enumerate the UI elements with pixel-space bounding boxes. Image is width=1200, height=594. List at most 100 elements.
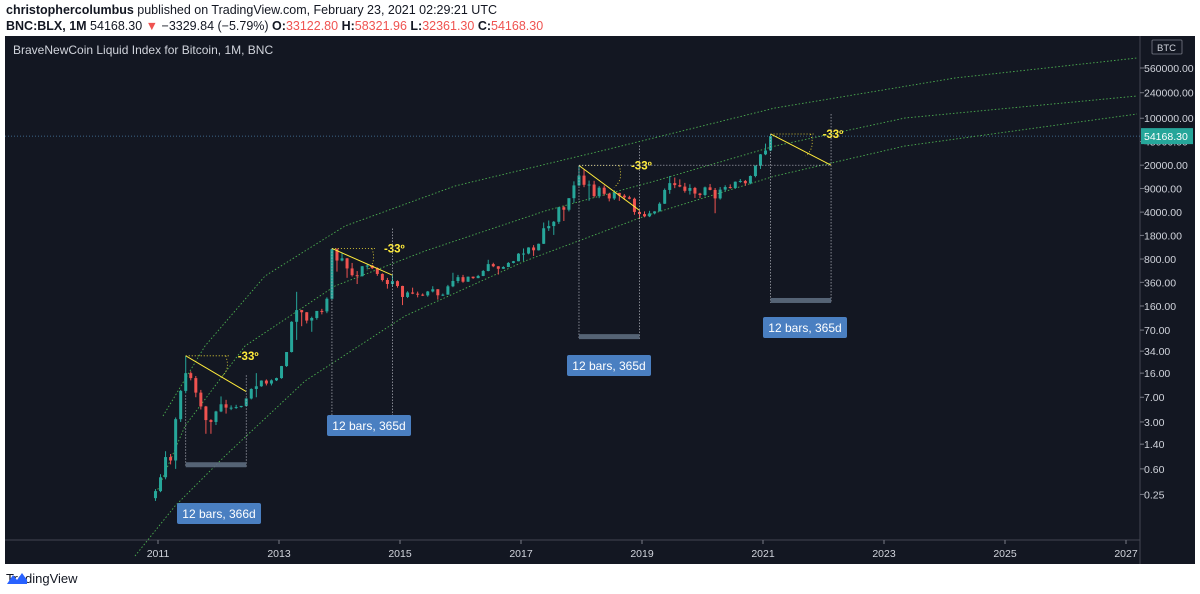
candle-body bbox=[753, 165, 757, 176]
candle-body bbox=[244, 398, 248, 406]
candle bbox=[269, 379, 273, 386]
open-value: 33122.80 bbox=[285, 19, 339, 33]
candle-body bbox=[643, 214, 647, 217]
candle bbox=[663, 188, 667, 204]
open-label: O: bbox=[272, 19, 286, 33]
candle bbox=[486, 259, 490, 272]
y-tick-label: 800.00 bbox=[1144, 254, 1176, 266]
candle-body bbox=[542, 228, 546, 244]
candle bbox=[527, 247, 531, 255]
candle bbox=[189, 371, 193, 381]
candle bbox=[446, 284, 450, 295]
candle-body bbox=[380, 273, 384, 281]
ohlc-legend: BNC:BLX, 1M 54168.30 ▼ −3329.84 (−5.79%)… bbox=[6, 19, 543, 33]
candle bbox=[522, 248, 526, 261]
candle-body bbox=[416, 293, 420, 295]
x-tick-label: 2013 bbox=[267, 548, 291, 560]
candle bbox=[562, 205, 566, 221]
candle bbox=[385, 277, 389, 289]
footer-bar: TradingView bbox=[0, 564, 1200, 594]
candle bbox=[648, 210, 652, 218]
candle-body bbox=[637, 211, 641, 215]
decline-trend-line bbox=[770, 133, 832, 166]
candle bbox=[748, 175, 752, 185]
candle-body bbox=[748, 175, 752, 184]
tradingview-logo-icon bbox=[7, 573, 27, 584]
candle bbox=[426, 290, 430, 297]
candle bbox=[164, 451, 168, 480]
candle bbox=[274, 377, 278, 382]
candle-body bbox=[733, 181, 737, 188]
price-chart[interactable]: BraveNewCoin Liquid Index for Bitcoin, 1… bbox=[5, 36, 1195, 564]
candle-body bbox=[491, 264, 495, 267]
x-tick-label: 2019 bbox=[630, 548, 654, 560]
candle bbox=[587, 180, 591, 201]
chart-pane[interactable]: BraveNewCoin Liquid Index for Bitcoin, 1… bbox=[5, 36, 1195, 564]
candle bbox=[441, 293, 445, 297]
candle-body bbox=[411, 292, 415, 294]
candle-body bbox=[446, 286, 450, 295]
candle-body bbox=[673, 183, 677, 186]
x-tick-label: 2027 bbox=[1114, 548, 1138, 560]
candle-body bbox=[693, 187, 697, 194]
candle bbox=[350, 262, 354, 277]
price-tag-box bbox=[1141, 128, 1193, 145]
candle-body bbox=[164, 457, 168, 478]
y-tick-label: 34.00 bbox=[1144, 346, 1170, 358]
candle bbox=[340, 252, 344, 262]
tradingview-brand[interactable]: TradingView bbox=[6, 571, 78, 586]
candle-body bbox=[703, 187, 707, 195]
chart-title: BraveNewCoin Liquid Index for Bitcoin, 1… bbox=[13, 43, 273, 57]
candle bbox=[673, 177, 677, 189]
range-label-box bbox=[763, 317, 847, 338]
close-label: C: bbox=[477, 19, 492, 33]
candle-body bbox=[239, 405, 243, 408]
header-bar: christophercolumbus published on Trading… bbox=[0, 0, 1200, 36]
x-tick-label: 2015 bbox=[388, 548, 412, 560]
candle-body bbox=[501, 267, 505, 269]
y-tick-label: 0.60 bbox=[1144, 464, 1165, 476]
candle-body bbox=[431, 289, 435, 292]
candle-body bbox=[436, 289, 440, 296]
candle-body bbox=[214, 411, 218, 422]
candle bbox=[481, 269, 485, 277]
candle bbox=[698, 192, 702, 199]
candle bbox=[209, 419, 213, 434]
candle-body bbox=[743, 180, 747, 184]
candle-body bbox=[315, 310, 319, 318]
candle bbox=[683, 182, 687, 193]
close-value: 54168.30 bbox=[491, 19, 544, 33]
range-label-box bbox=[327, 415, 411, 436]
decline-trend-line bbox=[185, 355, 247, 393]
candle-body bbox=[592, 184, 596, 197]
candle-body bbox=[572, 185, 576, 199]
candle-body bbox=[678, 185, 682, 187]
angle-arc bbox=[805, 133, 813, 157]
low-value: 32361.30 bbox=[422, 19, 475, 33]
candle-body bbox=[264, 380, 268, 384]
candle-body bbox=[698, 193, 702, 195]
range-label-box bbox=[567, 355, 651, 376]
angle-annotation: -33º bbox=[823, 129, 844, 141]
candle-body bbox=[280, 366, 284, 379]
candle-body bbox=[335, 249, 339, 261]
candle bbox=[204, 405, 208, 434]
candle-body bbox=[713, 189, 717, 199]
candle bbox=[431, 286, 435, 293]
candle bbox=[511, 260, 515, 264]
candle bbox=[738, 179, 742, 183]
candle-body bbox=[602, 187, 606, 194]
author-name[interactable]: christophercolumbus bbox=[6, 3, 134, 17]
chart-background bbox=[5, 36, 1195, 564]
symbol-label: BNC:BLX, 1M bbox=[6, 19, 87, 33]
candle bbox=[764, 143, 768, 156]
candle-body bbox=[522, 253, 526, 255]
candle bbox=[305, 312, 309, 324]
candle bbox=[234, 404, 238, 409]
candle-body bbox=[718, 189, 722, 199]
y-tick-label: 7.00 bbox=[1144, 392, 1165, 404]
candle-body bbox=[764, 150, 768, 155]
candle bbox=[713, 187, 717, 214]
range-label: 12 bars, 366d bbox=[182, 507, 255, 521]
candle bbox=[174, 417, 178, 469]
